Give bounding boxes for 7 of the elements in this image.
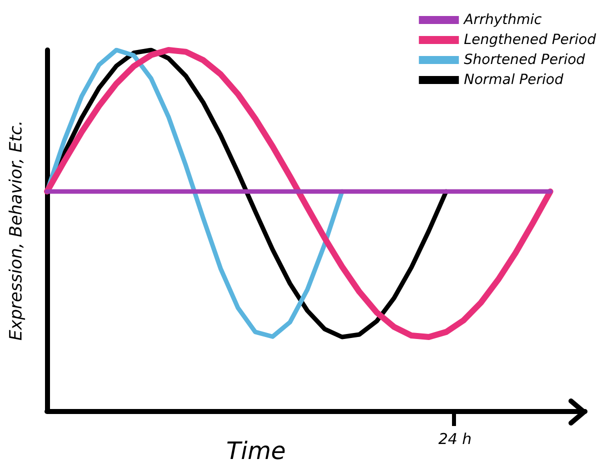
legend-label: Normal Period	[464, 72, 564, 88]
legend-label: Shortened Period	[464, 52, 586, 68]
text: 24 h	[437, 430, 473, 448]
x-axis-title: Time	[226, 437, 286, 465]
legend-label: Arrhythmic	[462, 12, 542, 28]
y-axis-title: Expression, Behavior, Etc.	[6, 120, 26, 341]
legend-label: Lengthened Period	[464, 32, 596, 48]
